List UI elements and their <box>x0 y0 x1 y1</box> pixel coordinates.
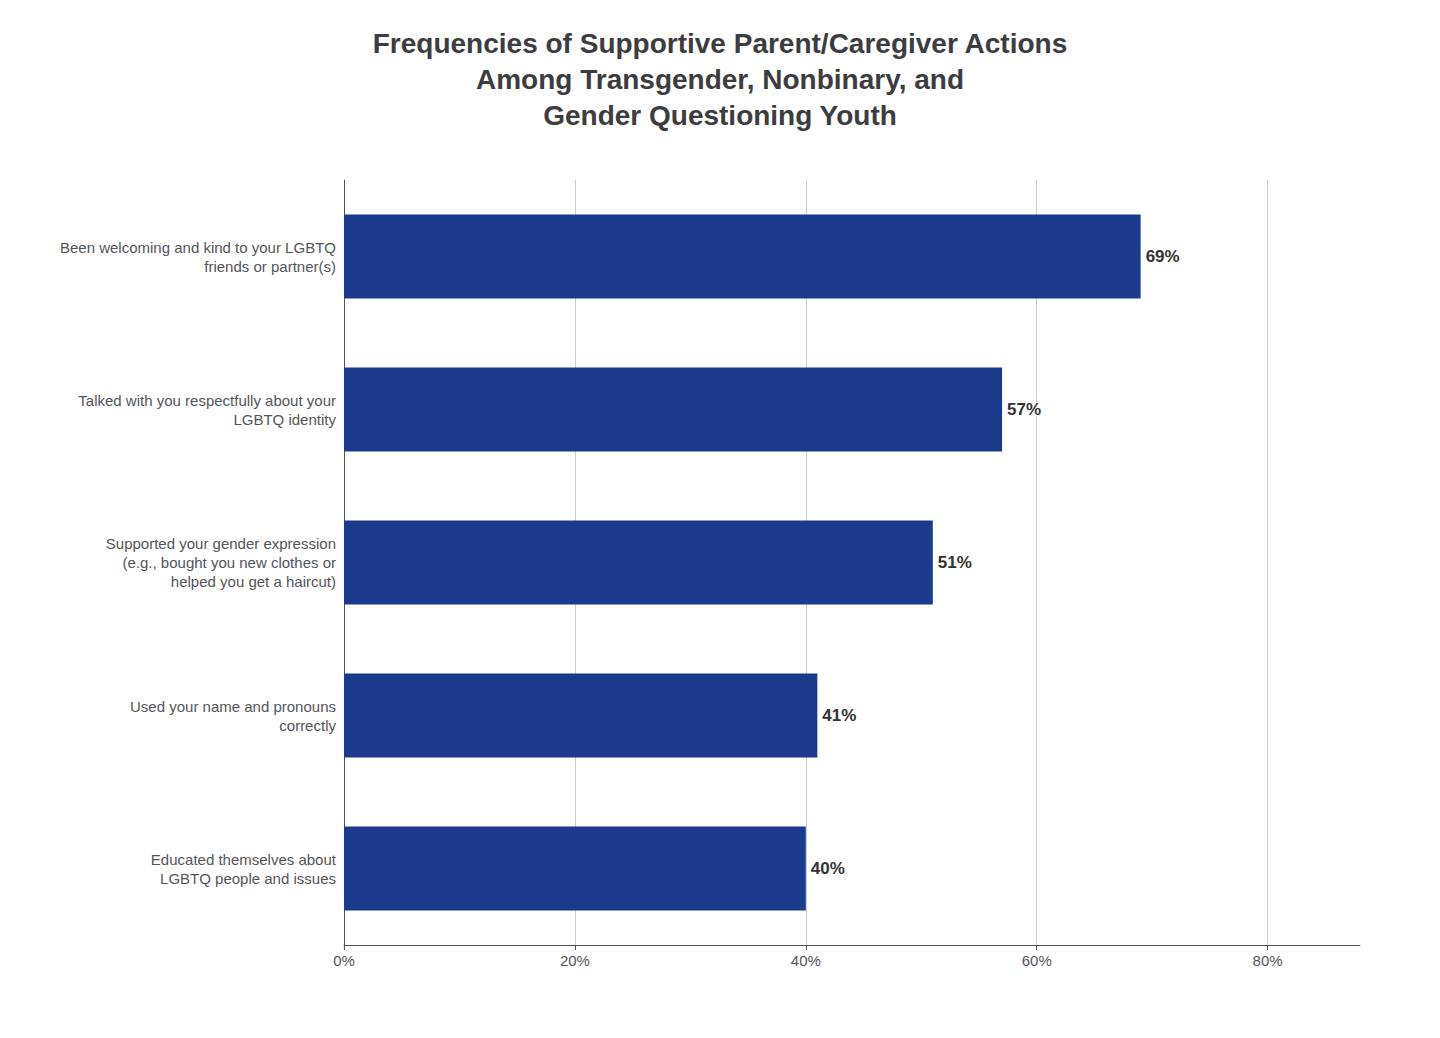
svg-text:57%: 57% <box>1007 400 1041 419</box>
svg-text:Been welcoming and kind to you: Been welcoming and kind to your LGBTQ <box>60 239 336 256</box>
svg-text:40%: 40% <box>811 859 845 878</box>
svg-text:Talked with you respectfully a: Talked with you respectfully about your <box>78 392 336 409</box>
svg-text:friends or partner(s): friends or partner(s) <box>204 258 336 275</box>
svg-text:51%: 51% <box>938 553 972 572</box>
svg-text:Among Transgender, Nonbinary,: Among Transgender, Nonbinary, and <box>476 64 964 95</box>
svg-text:LGBTQ people and issues: LGBTQ people and issues <box>160 870 336 887</box>
svg-text:Used your name and pronouns: Used your name and pronouns <box>130 698 336 715</box>
svg-text:Frequencies of Supportive Pare: Frequencies of Supportive Parent/Caregiv… <box>373 28 1067 59</box>
svg-text:60%: 60% <box>1022 952 1052 969</box>
svg-text:0%: 0% <box>333 952 355 969</box>
svg-text:40%: 40% <box>791 952 821 969</box>
svg-text:80%: 80% <box>1253 952 1283 969</box>
svg-text:Educated themselves about: Educated themselves about <box>151 851 337 868</box>
svg-text:69%: 69% <box>1146 247 1180 266</box>
svg-text:Gender Questioning Youth: Gender Questioning Youth <box>543 100 897 131</box>
svg-text:correctly: correctly <box>279 717 336 734</box>
svg-text:Supported your gender expressi: Supported your gender expression <box>106 535 336 552</box>
svg-text:helped you get a haircut): helped you get a haircut) <box>171 573 336 590</box>
svg-text:LGBTQ identity: LGBTQ identity <box>233 411 336 428</box>
svg-text:20%: 20% <box>560 952 590 969</box>
svg-text:41%: 41% <box>822 706 856 725</box>
svg-text:(e.g., bought you new clothes: (e.g., bought you new clothes or <box>123 554 336 571</box>
